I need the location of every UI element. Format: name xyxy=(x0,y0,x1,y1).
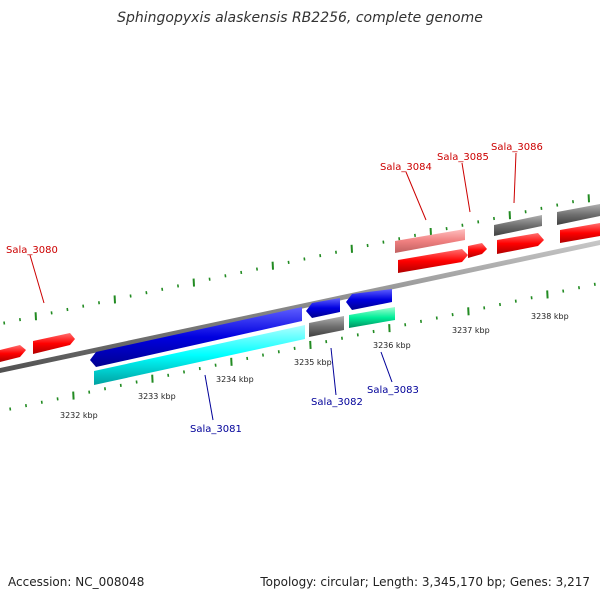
genome-summary-text: Topology: circular; Length: 3,345,170 bp… xyxy=(260,575,590,589)
gene-sala-3085[interactable] xyxy=(468,243,487,258)
kbp-labels: 3232 kbp 3233 kbp 3234 kbp 3235 kbp 3236… xyxy=(60,312,569,420)
gene-sala-3084[interactable] xyxy=(398,249,468,273)
kbp-label-3235: 3235 kbp xyxy=(294,358,332,367)
forward-gene-partial-left[interactable] xyxy=(0,345,26,362)
reverse-features xyxy=(90,289,395,385)
kbp-label-3238: 3238 kbp xyxy=(531,312,569,321)
label-sala-3083[interactable]: Sala_3083 xyxy=(367,385,419,396)
leader-sala-3085 xyxy=(461,162,471,213)
leader-sala-3082 xyxy=(330,347,337,396)
leader-sala-3081 xyxy=(204,374,214,421)
kbp-label-3237: 3237 kbp xyxy=(452,326,490,335)
label-sala-3086[interactable]: Sala_3086 xyxy=(491,142,543,153)
label-sala-3085[interactable]: Sala_3085 xyxy=(437,152,489,163)
gene-sala-3083-sub[interactable] xyxy=(349,307,395,328)
gene-sala-3082[interactable] xyxy=(306,298,340,318)
gene-sala-3086-top[interactable] xyxy=(494,215,542,236)
gene-sala-3080[interactable] xyxy=(33,333,75,354)
label-leader-lines xyxy=(29,152,517,421)
genome-title: Sphingopyxis alaskensis RB2256, complete… xyxy=(117,10,483,26)
gene-sala-3086[interactable] xyxy=(497,233,544,254)
kbp-label-3232: 3232 kbp xyxy=(60,411,98,420)
forward-tick-row xyxy=(3,194,590,325)
forward-gene-partial-right-top[interactable] xyxy=(557,204,600,225)
forward-features xyxy=(0,204,600,362)
gene-sala-3081[interactable] xyxy=(90,307,302,367)
gene-labels: Sala_3080 Sala_3081 Sala_3082 Sala_3083 … xyxy=(6,142,543,435)
gene-sala-3084-top[interactable] xyxy=(395,229,465,253)
label-sala-3081[interactable]: Sala_3081 xyxy=(190,424,242,435)
kbp-label-3236: 3236 kbp xyxy=(373,341,411,350)
genome-backbone xyxy=(0,240,600,373)
leader-sala-3080 xyxy=(29,254,45,304)
leader-sala-3083 xyxy=(380,351,393,383)
forward-gene-partial-right[interactable] xyxy=(560,223,600,243)
leader-sala-3086 xyxy=(513,152,517,204)
gene-sala-3081-sub[interactable] xyxy=(94,325,305,385)
gene-sala-3083[interactable] xyxy=(346,289,392,310)
gene-sala-3082-sub[interactable] xyxy=(309,316,344,337)
label-sala-3084[interactable]: Sala_3084 xyxy=(380,162,432,173)
reverse-tick-row xyxy=(9,282,596,411)
label-sala-3080[interactable]: Sala_3080 xyxy=(6,245,58,256)
kbp-label-3233: 3233 kbp xyxy=(138,392,176,401)
kbp-label-3234: 3234 kbp xyxy=(216,375,254,384)
leader-sala-3084 xyxy=(405,171,427,221)
accession-text: Accession: NC_008048 xyxy=(8,575,145,589)
label-sala-3082[interactable]: Sala_3082 xyxy=(311,397,363,408)
